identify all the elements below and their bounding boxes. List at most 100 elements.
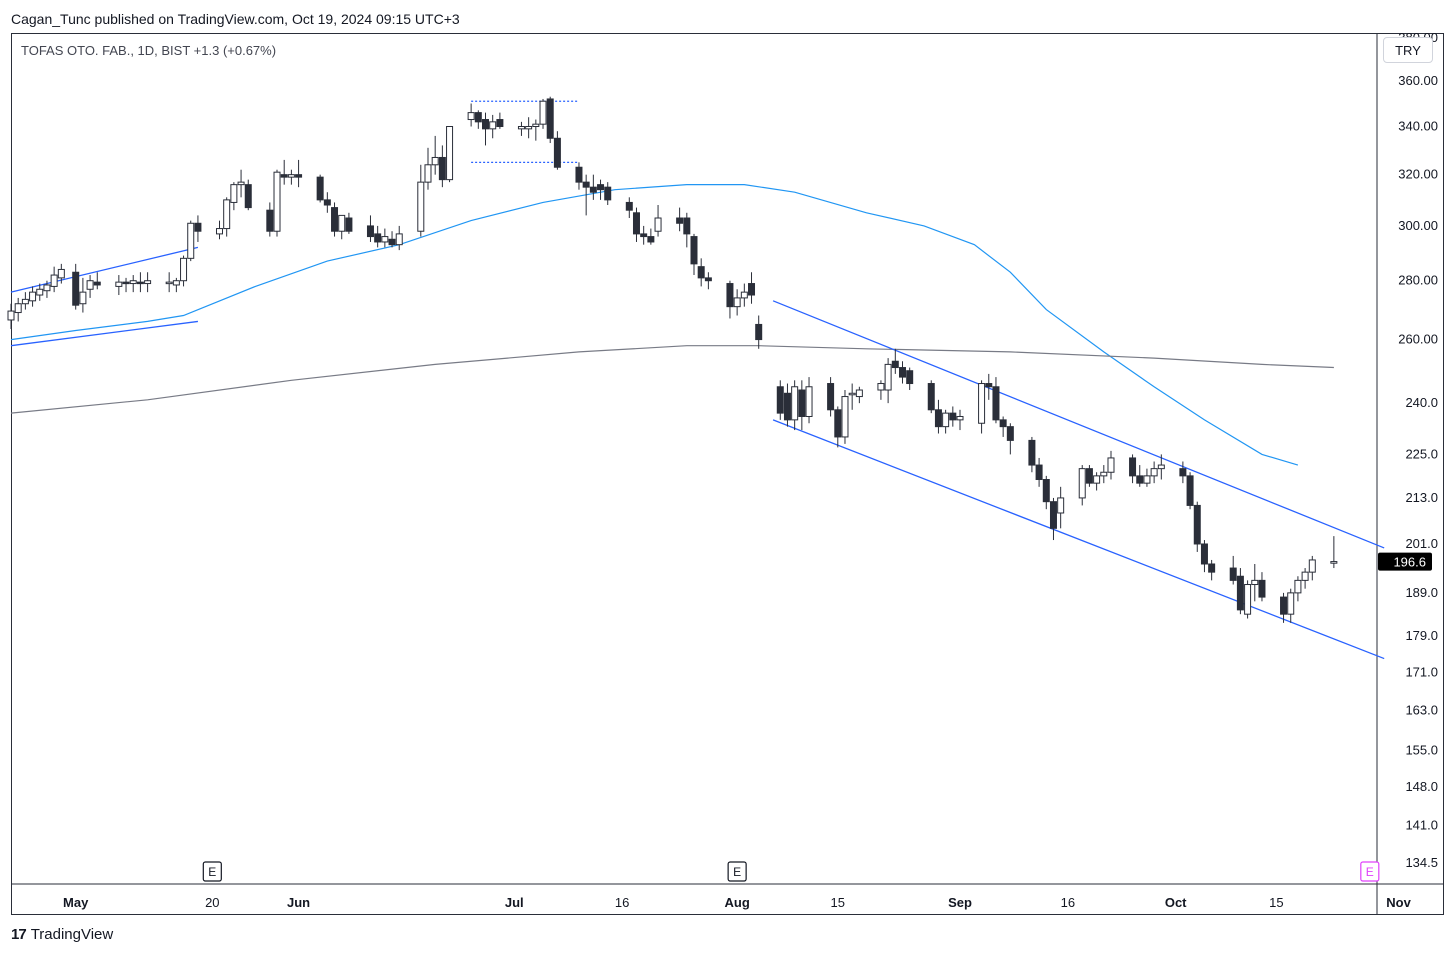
candle-body-up: [215, 228, 223, 235]
earnings-event-icon[interactable]: E: [1360, 861, 1380, 882]
upper-channel-line[interactable]: [772, 300, 1385, 549]
candle: [654, 205, 662, 237]
time-tick-label: Sep: [948, 895, 972, 910]
candle-body-down: [949, 412, 957, 421]
candle: [740, 283, 748, 307]
candle: [532, 119, 540, 141]
candle-body-up: [50, 274, 58, 287]
candle-body-down: [582, 181, 590, 188]
candle: [194, 215, 202, 242]
ma-200-line: [10, 345, 1334, 414]
price-axis[interactable]: 380.00360.00340.00320.00300.00280.00260.…: [1398, 30, 1438, 870]
candle-body-up: [338, 214, 346, 232]
candle: [489, 114, 497, 139]
time-tick-label: 15: [831, 895, 845, 910]
price-tick-label: 280.00: [1398, 273, 1438, 288]
candle: [381, 228, 389, 248]
candle-body-down: [122, 281, 130, 285]
candle: [122, 277, 130, 293]
candle-body-down: [295, 174, 303, 178]
candle-body-up: [1143, 475, 1151, 484]
candle-body-up: [1093, 475, 1101, 484]
candle: [683, 212, 691, 248]
candle: [223, 197, 231, 237]
candle-body-up: [884, 363, 892, 391]
candle: [733, 289, 741, 316]
may-resistance-line[interactable]: [10, 246, 199, 293]
candle-body-up: [1078, 468, 1086, 499]
tradingview-logo[interactable]: 17 TradingView: [11, 926, 113, 943]
time-axis[interactable]: May 20 Jun Jul 16 Aug 15 Sep 16 Oct 15 Nov: [63, 895, 1412, 910]
candle: [539, 98, 547, 129]
candle-body-down: [604, 186, 612, 201]
candle-body-up: [287, 174, 295, 178]
candle: [180, 255, 188, 287]
candle: [942, 409, 950, 434]
candle-body-up: [841, 396, 849, 438]
candle: [1186, 472, 1194, 510]
price-tick-label: 148.0: [1405, 779, 1438, 794]
candle: [553, 131, 561, 170]
candle-body-down: [726, 283, 734, 308]
candle-body-up: [877, 383, 885, 391]
candle-body-down: [697, 266, 705, 279]
trend-lines: [10, 100, 1385, 660]
lower-channel-line[interactable]: [772, 419, 1385, 660]
candle: [906, 367, 914, 391]
time-tick-label: Oct: [1165, 895, 1187, 910]
candle-body-up: [467, 112, 475, 121]
candle-body-up: [532, 123, 540, 128]
candle: [841, 390, 849, 444]
candle-body-up: [424, 164, 432, 183]
candle-body-down: [834, 409, 842, 438]
candle-body-up: [395, 233, 403, 246]
may-support-line[interactable]: [10, 320, 199, 347]
earnings-event-icon[interactable]: E: [202, 861, 222, 882]
earnings-event-icon[interactable]: E: [727, 861, 747, 882]
candle-body-up: [7, 310, 15, 321]
candle-body-up: [791, 386, 799, 421]
candle: [165, 272, 173, 293]
candle-body-up: [144, 280, 152, 285]
candle-body-up: [805, 386, 813, 417]
candle-body-down: [1200, 543, 1208, 565]
candle: [417, 164, 425, 237]
candle: [956, 409, 964, 431]
candle-body-up: [1107, 457, 1115, 473]
candle: [1057, 486, 1065, 529]
candle-body-up: [1287, 592, 1295, 615]
candle-body-down: [1085, 468, 1093, 484]
candle: [647, 228, 655, 245]
candle: [848, 383, 856, 410]
candle: [467, 103, 475, 127]
candle-body-down: [1042, 479, 1050, 503]
price-tick-label: 300.00: [1398, 218, 1438, 233]
candle: [244, 179, 252, 211]
candle-body-down: [1229, 567, 1237, 581]
price-tick-label: 179.0: [1405, 628, 1438, 643]
price-tick-label: 134.5: [1405, 855, 1438, 870]
candle: [1251, 563, 1259, 602]
candle: [978, 380, 986, 434]
candle: [776, 380, 784, 420]
candle-body-down: [345, 217, 353, 232]
candle-body-up: [86, 280, 94, 290]
candle-body-down: [1129, 457, 1137, 477]
candle-body-down: [1179, 468, 1187, 477]
candle-body-up: [1251, 579, 1259, 586]
candle-body-down: [999, 419, 1007, 428]
candle-body-down: [244, 184, 252, 209]
candle-body-down: [1208, 563, 1216, 573]
candle-body-down: [1236, 575, 1244, 611]
candle: [1078, 465, 1086, 506]
candle: [14, 297, 22, 322]
last-price-badge: [1378, 552, 1432, 571]
currency-button[interactable]: TRY: [1383, 37, 1433, 63]
candle-body-up: [740, 291, 748, 299]
candle-body-up: [1057, 497, 1065, 514]
last-price-label: 196.6: [1378, 552, 1432, 571]
candle: [237, 169, 245, 198]
candle: [1258, 572, 1266, 602]
candle: [992, 377, 1000, 424]
